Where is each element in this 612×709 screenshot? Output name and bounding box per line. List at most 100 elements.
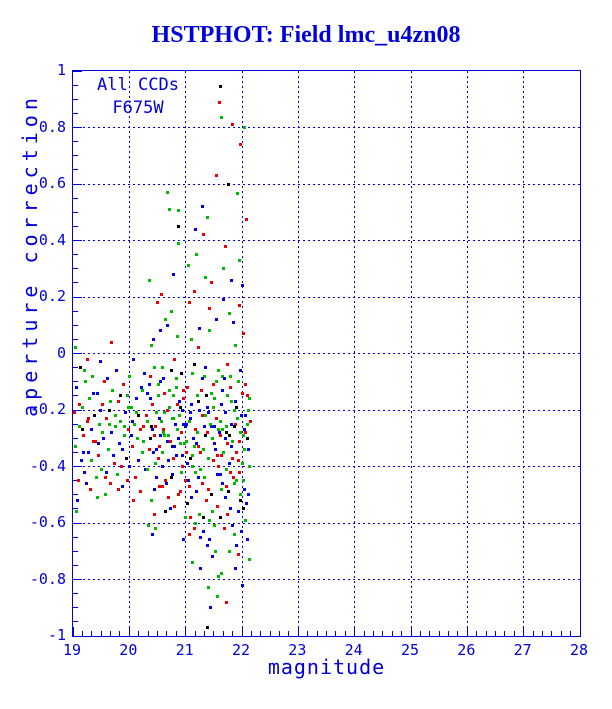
data-point — [188, 419, 192, 423]
data-point — [177, 414, 181, 418]
data-point — [182, 422, 186, 426]
data-point — [167, 388, 171, 392]
data-point — [235, 544, 239, 548]
y-major-tick — [73, 240, 82, 241]
data-point — [227, 549, 231, 553]
data-point — [122, 433, 126, 437]
data-point — [143, 371, 147, 375]
data-point — [161, 431, 165, 435]
data-point — [154, 411, 158, 415]
data-point — [200, 481, 204, 485]
data-point — [196, 476, 200, 480]
x-minor-tick — [504, 631, 506, 636]
x-major-tick — [297, 627, 299, 636]
data-point — [235, 479, 239, 483]
data-point — [217, 465, 221, 468]
data-point — [188, 411, 192, 415]
data-point — [215, 380, 219, 384]
data-point — [226, 490, 230, 494]
page-title: HSTPHOT: Field lmc_u4zn08 — [151, 22, 461, 48]
y-tick-label: -0.6 — [29, 513, 66, 531]
data-point — [238, 498, 242, 502]
data-point — [131, 419, 135, 423]
data-point — [134, 411, 138, 415]
data-point — [197, 513, 201, 517]
data-point — [96, 453, 100, 457]
y-major-tick — [73, 466, 82, 467]
data-point — [146, 467, 150, 471]
data-point — [84, 380, 88, 384]
data-point — [201, 233, 205, 237]
data-point — [162, 391, 166, 395]
x-minor-tick — [81, 631, 83, 636]
data-point — [239, 529, 243, 533]
data-point — [150, 402, 154, 406]
data-point — [161, 366, 165, 370]
x-minor-tick — [203, 631, 205, 636]
data-point — [178, 490, 182, 494]
data-point — [236, 510, 240, 514]
data-point — [233, 481, 237, 485]
data-point — [153, 513, 157, 517]
data-point — [237, 439, 241, 443]
data-point — [230, 123, 234, 127]
data-point — [236, 380, 240, 384]
x-minor-tick — [560, 631, 562, 636]
y-major-tick — [73, 522, 82, 524]
y-minor-tick — [73, 197, 78, 199]
data-point — [229, 470, 233, 474]
data-point — [150, 532, 154, 536]
data-point — [242, 332, 246, 336]
data-point — [230, 445, 234, 449]
data-point — [246, 538, 250, 542]
gridline-horizontal — [73, 353, 580, 354]
gridline-horizontal — [73, 127, 580, 128]
data-point — [216, 504, 220, 508]
data-point — [112, 462, 116, 466]
data-point — [230, 456, 234, 460]
data-point — [121, 383, 125, 387]
data-point — [216, 575, 220, 579]
data-point — [217, 100, 221, 104]
data-point — [165, 439, 169, 443]
data-point — [146, 524, 150, 528]
data-point — [234, 422, 238, 426]
data-point — [189, 515, 193, 519]
data-point — [246, 422, 250, 426]
data-point — [179, 405, 183, 409]
data-point — [78, 402, 82, 406]
data-point — [99, 360, 103, 364]
data-point — [245, 394, 249, 398]
data-point — [223, 436, 227, 440]
gridline-horizontal — [73, 296, 580, 298]
x-minor-tick — [100, 631, 102, 636]
data-point — [243, 487, 247, 491]
data-point — [152, 337, 156, 341]
data-point — [114, 368, 118, 372]
data-point — [152, 487, 156, 491]
data-point — [132, 422, 136, 426]
data-point — [107, 422, 111, 426]
y-minor-tick — [73, 607, 78, 609]
data-point — [175, 402, 179, 406]
data-point — [191, 561, 195, 565]
data-point — [216, 473, 220, 477]
data-point — [77, 425, 81, 429]
x-minor-tick — [194, 631, 196, 636]
data-point — [192, 436, 196, 440]
data-point — [126, 405, 130, 409]
data-point — [111, 388, 115, 392]
data-point — [174, 422, 178, 426]
data-point — [185, 462, 189, 466]
data-point — [90, 428, 94, 432]
data-point — [181, 465, 185, 468]
data-point — [205, 216, 209, 220]
x-major-tick — [579, 627, 581, 636]
data-point — [101, 402, 105, 406]
data-point — [163, 479, 167, 483]
data-point — [148, 397, 152, 401]
data-point — [219, 402, 223, 406]
data-point — [199, 535, 203, 539]
y-tick-label: -1 — [47, 626, 66, 644]
data-point — [166, 459, 170, 463]
